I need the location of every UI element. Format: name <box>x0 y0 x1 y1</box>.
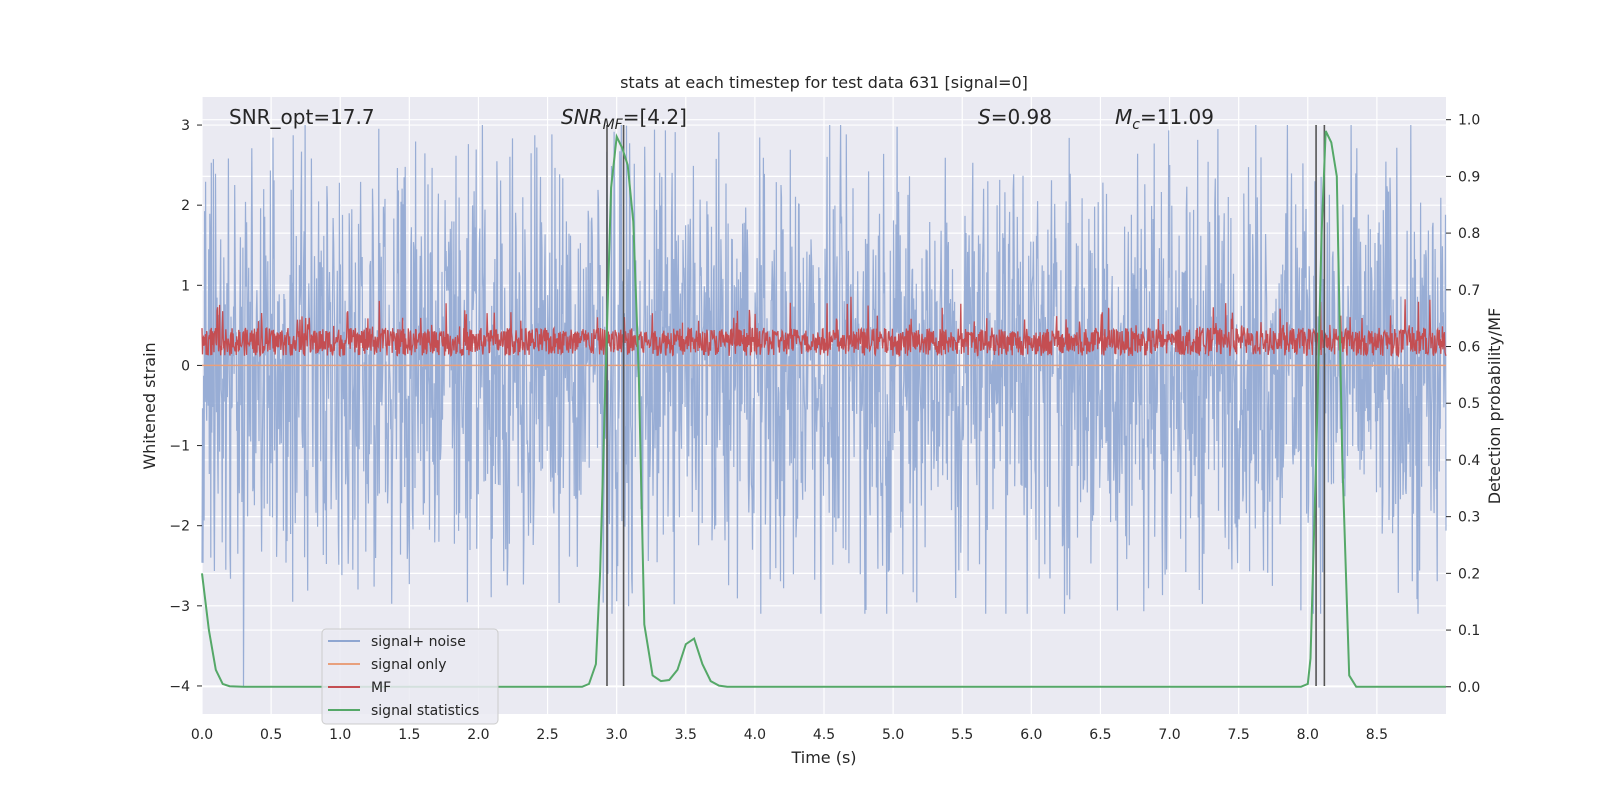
x-axis-label: Time (s) <box>790 748 856 767</box>
annotation-mc: Mc=11.09 <box>1115 105 1214 133</box>
y-left-tick-label: −2 <box>169 519 190 535</box>
x-tick-label: 5.0 <box>882 727 904 743</box>
y-right-tick-label: 0.6 <box>1458 340 1480 356</box>
noise-series <box>201 124 1447 687</box>
y-right-tick-label: 0.7 <box>1458 283 1480 299</box>
x-tick-label: 1.0 <box>329 727 351 743</box>
y-left-tick-label: 0 <box>181 358 190 374</box>
noise-trace <box>201 124 1447 687</box>
mf-trace <box>201 296 1447 358</box>
x-tick-label: 7.5 <box>1228 727 1250 743</box>
x-tick-label: 2.0 <box>467 727 489 743</box>
x-tick-label: 0.0 <box>191 727 213 743</box>
legend: signal+ noise signal only MF signal stat… <box>321 628 499 725</box>
mf-series <box>201 296 1447 358</box>
legend-label-mf: MF <box>371 680 391 696</box>
legend-label-signal-only: signal only <box>371 657 446 673</box>
y-right-tick-label: 0.0 <box>1458 680 1480 696</box>
y-right-tick-label: 0.3 <box>1458 510 1480 526</box>
y-left-axis-label: Whitened strain <box>140 342 159 469</box>
y-left-tick-label: 1 <box>181 278 190 294</box>
y-left-tick-label: −3 <box>169 599 190 615</box>
x-tick-label: 1.5 <box>398 727 420 743</box>
y-right-axis-label: Detection probability/MF <box>1485 308 1504 505</box>
x-tick-label: 7.0 <box>1158 727 1180 743</box>
y-left-tick-label: −1 <box>169 439 190 455</box>
legend-box <box>321 628 499 725</box>
y-left-axis-ticks: 3 2 1 0 −1 −2 −3 −4 <box>169 118 202 695</box>
annotation-s: S=0.98 <box>978 105 1052 129</box>
x-tick-label: 6.5 <box>1089 727 1111 743</box>
x-axis-ticks: 0.0 0.5 1.0 1.5 2.0 2.5 3.0 3.5 4.0 4.5 5.0 5.5 6.0 6… <box>191 727 1388 743</box>
y-left-tick-label: −4 <box>169 679 190 695</box>
x-tick-label: 8.0 <box>1297 727 1319 743</box>
annotation-snr-opt: SNR_opt=17.7 <box>229 105 375 129</box>
y-right-tick-label: 1.0 <box>1458 113 1480 129</box>
x-tick-label: 4.5 <box>813 727 835 743</box>
x-tick-label: 8.5 <box>1366 727 1388 743</box>
x-tick-label: 4.0 <box>744 727 766 743</box>
y-left-tick-label: 3 <box>181 118 190 134</box>
y-left-tick-label: 2 <box>181 198 190 214</box>
legend-label-statistics: signal statistics <box>371 703 479 719</box>
annotation-snr-mf: SNRMF=[4.2] <box>561 105 687 133</box>
x-tick-label: 2.5 <box>536 727 558 743</box>
x-tick-label: 3.0 <box>606 727 628 743</box>
y-right-tick-label: 0.5 <box>1458 396 1480 412</box>
y-right-axis-ticks: 0.0 0.1 0.2 0.3 0.4 0.5 0.6 0.7 0.8 0.9 1.0 <box>1446 113 1480 696</box>
y-right-tick-label: 0.4 <box>1458 453 1480 469</box>
y-right-tick-label: 0.1 <box>1458 623 1480 639</box>
x-tick-label: 0.5 <box>260 727 282 743</box>
chart-title: stats at each timestep for test data 631… <box>620 73 1028 92</box>
x-tick-label: 5.5 <box>951 727 973 743</box>
x-tick-label: 3.5 <box>675 727 697 743</box>
y-right-tick-label: 0.2 <box>1458 566 1480 582</box>
y-right-tick-label: 0.9 <box>1458 169 1480 185</box>
legend-label-noise: signal+ noise <box>371 634 466 650</box>
x-tick-label: 6.0 <box>1020 727 1042 743</box>
vertical-markers <box>606 125 1326 686</box>
y-right-tick-label: 0.8 <box>1458 226 1480 242</box>
